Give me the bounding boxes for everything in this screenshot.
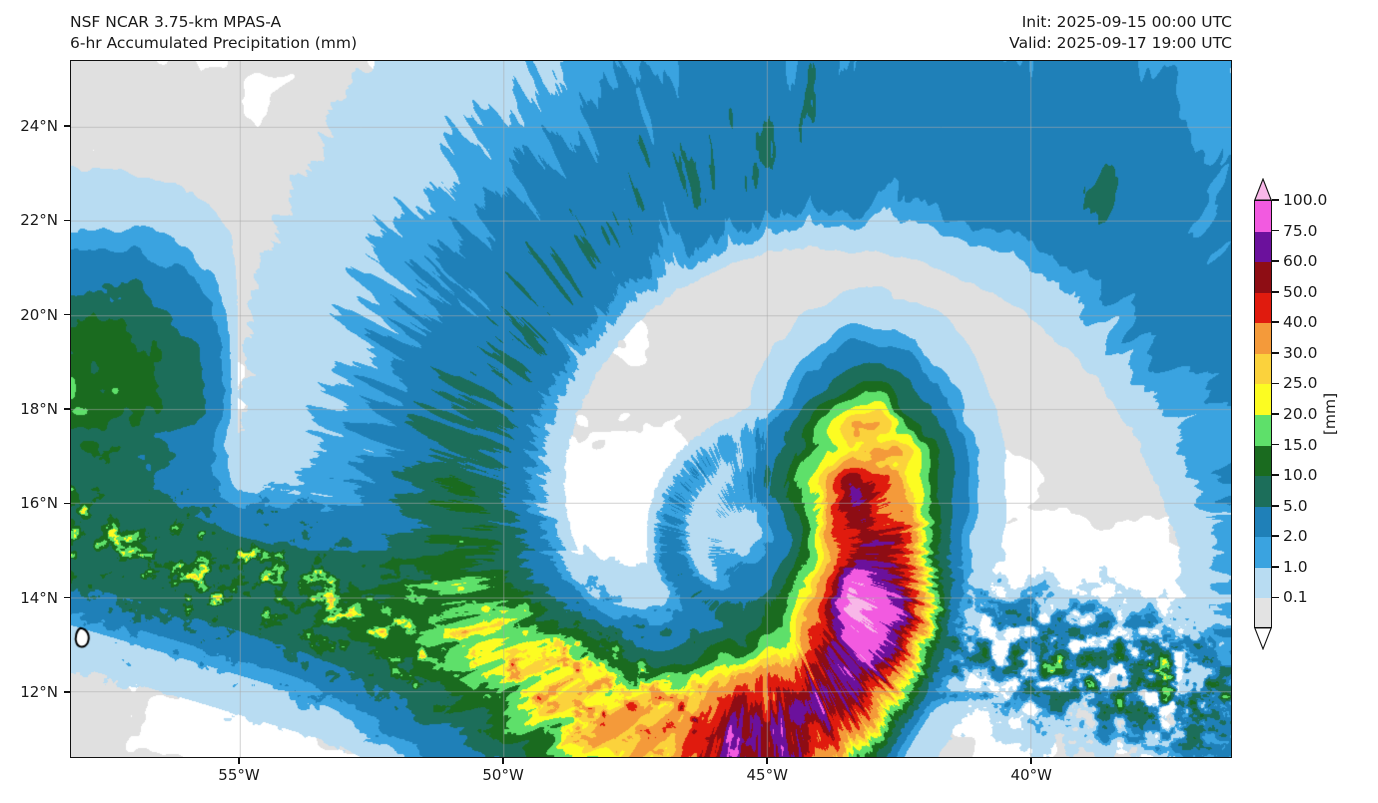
colorbar-tick-mark: [1272, 321, 1279, 324]
colorbar-unit-label: [mm]: [1321, 392, 1339, 436]
latitude-tick-mark: [64, 408, 70, 410]
colorbar-tick-mark: [1272, 566, 1279, 568]
colorbar-tick-mark: [1272, 443, 1279, 446]
colorbar-tick-mark: [1272, 474, 1279, 476]
latitude-tick-label: 20°N: [20, 305, 58, 324]
latitude-tick-label: 22°N: [20, 211, 58, 230]
colorbar-over-arrow: [1254, 178, 1272, 201]
longitude-tick-label: 40°W: [1010, 766, 1052, 784]
colorbar[interactable]: 100.0 75.0 60.0 50.0 40.0 30.0 25.0 20.0 15.0 10.…: [1252, 178, 1378, 650]
longitude-tick-label: 45°W: [746, 766, 788, 784]
colorbar-tick-mark: [1272, 413, 1279, 415]
colorbar-segment: [1255, 323, 1271, 354]
colorbar-tick-label: 40.0: [1283, 313, 1318, 332]
colorbar-tick-mark: [1272, 504, 1279, 507]
colorbar-segment: [1255, 414, 1271, 446]
latitude-tick-mark: [64, 691, 70, 693]
precipitation-contour-canvas: [71, 61, 1231, 757]
colorbar-segment: [1255, 445, 1271, 477]
colorbar-tick-label: 0.1: [1283, 588, 1308, 607]
colorbar-tick-label: 20.0: [1283, 405, 1318, 423]
latitude-tick-label: 14°N: [20, 588, 58, 607]
colorbar-segment: [1255, 201, 1271, 232]
longitude-tick-mark: [502, 758, 504, 764]
colorbar-segment: [1255, 384, 1271, 415]
header-left: NSF NCAR 3.75-km MPAS-A 6-hr Accumulated …: [70, 12, 357, 54]
colorbar-tick-label: 25.0: [1283, 374, 1318, 393]
latitude-tick-label: 18°N: [20, 400, 58, 418]
longitude-tick-label: 50°W: [482, 766, 524, 784]
longitude-tick-label: 55°W: [218, 766, 260, 784]
valid-time: Valid: 2025-09-17 19:00 UTC: [1009, 34, 1232, 52]
colorbar-tick-mark: [1272, 229, 1279, 232]
colorbar-tick-label: 1.0: [1283, 557, 1308, 576]
colorbar-segment: [1255, 567, 1271, 599]
latitude-tick-label: 12°N: [20, 682, 58, 701]
colorbar-tick-label: 50.0: [1283, 282, 1318, 301]
colorbar-tick-mark: [1272, 199, 1279, 201]
colorbar-segment: [1255, 292, 1271, 324]
colorbar-tick-mark: [1272, 290, 1279, 293]
colorbar-segment: [1255, 231, 1271, 263]
colorbar-segment: [1255, 506, 1271, 538]
colorbar-segment: [1255, 476, 1271, 507]
colorbar-segment: [1255, 537, 1271, 568]
longitude-tick-mark: [1030, 758, 1033, 764]
init-time: Init: 2025-09-15 00:00 UTC: [1021, 13, 1232, 31]
colorbar-tick-mark: [1272, 260, 1279, 262]
colorbar-segment: [1255, 598, 1271, 627]
latitude-tick-mark: [64, 596, 70, 599]
colorbar-tick-label: 2.0: [1283, 527, 1308, 546]
colorbar-under-arrow: [1254, 627, 1272, 650]
latitude-tick-mark: [64, 219, 70, 222]
field-title: 6-hr Accumulated Precipitation (mm): [70, 34, 357, 52]
latitude-tick-label: 24°N: [20, 117, 58, 136]
colorbar-tick-mark: [1272, 352, 1279, 354]
latitude-tick-mark: [64, 125, 70, 127]
colorbar-gradient: [1254, 200, 1272, 628]
latitude-tick-label: 16°N: [20, 494, 58, 513]
colorbar-segment: [1255, 353, 1271, 385]
colorbar-tick-mark: [1272, 596, 1279, 599]
header-right: Init: 2025-09-15 00:00 UTC Valid: 2025-09…: [1009, 12, 1232, 54]
colorbar-tick-label: 100.0: [1283, 191, 1328, 209]
colorbar-tick-mark: [1272, 382, 1279, 385]
colorbar-segment: [1255, 262, 1271, 293]
precipitation-map[interactable]: [70, 60, 1232, 758]
colorbar-tick-label: 10.0: [1283, 466, 1318, 485]
longitude-tick-mark: [766, 758, 768, 764]
colorbar-tick-label: 30.0: [1283, 343, 1318, 362]
colorbar-tick-label: 5.0: [1283, 496, 1308, 515]
colorbar-tick-mark: [1272, 535, 1279, 538]
latitude-tick-mark: [64, 313, 70, 316]
colorbar-tick-label: 15.0: [1283, 435, 1318, 454]
colorbar-tick-label: 75.0: [1283, 221, 1318, 240]
model-title: NSF NCAR 3.75-km MPAS-A: [70, 13, 282, 31]
longitude-tick-mark: [238, 758, 240, 764]
colorbar-tick-label: 60.0: [1283, 252, 1318, 271]
latitude-tick-mark: [64, 502, 70, 505]
